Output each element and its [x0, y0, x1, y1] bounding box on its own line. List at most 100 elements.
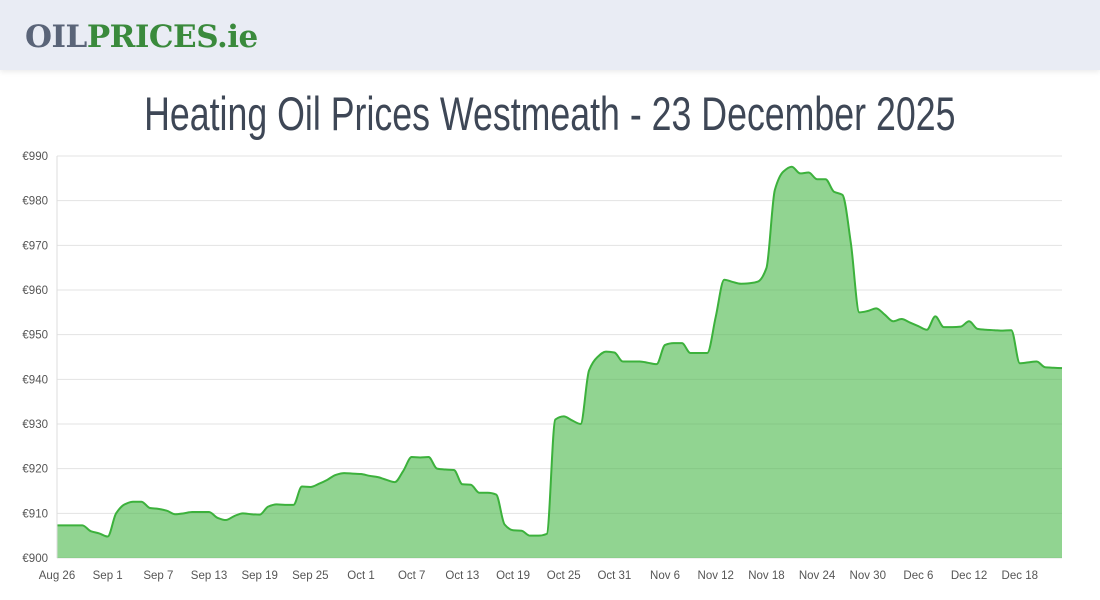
data-point[interactable] [940, 323, 948, 331]
data-point[interactable] [720, 276, 728, 284]
data-point[interactable] [822, 175, 830, 183]
data-point[interactable] [230, 512, 238, 520]
data-point[interactable] [889, 317, 897, 325]
data-point[interactable] [416, 454, 424, 462]
data-point[interactable] [1050, 364, 1058, 372]
data-point[interactable] [61, 521, 69, 529]
data-point[interactable] [129, 498, 137, 506]
data-point[interactable] [534, 532, 542, 540]
data-point[interactable] [585, 366, 593, 374]
data-point[interactable] [948, 323, 956, 331]
data-point[interactable] [256, 511, 264, 519]
data-point[interactable] [999, 327, 1007, 335]
data-point[interactable] [298, 483, 306, 491]
data-point[interactable] [146, 504, 154, 512]
data-point[interactable] [95, 529, 103, 537]
data-point[interactable] [1007, 326, 1015, 334]
data-point[interactable] [830, 188, 838, 196]
data-point[interactable] [382, 476, 390, 484]
data-point[interactable] [712, 313, 720, 321]
data-point[interactable] [104, 533, 112, 541]
data-point[interactable] [838, 191, 846, 199]
data-point[interactable] [813, 175, 821, 183]
data-point[interactable] [323, 476, 331, 484]
data-point[interactable] [855, 308, 863, 316]
data-point[interactable] [1024, 358, 1032, 366]
data-point[interactable] [425, 453, 433, 461]
data-point[interactable] [872, 304, 880, 312]
data-point[interactable] [349, 470, 357, 478]
data-point[interactable] [602, 348, 610, 356]
data-point[interactable] [526, 532, 534, 540]
data-point[interactable] [154, 505, 162, 513]
data-point[interactable] [475, 489, 483, 497]
data-point[interactable] [610, 349, 618, 357]
data-point[interactable] [746, 279, 754, 287]
data-point[interactable] [467, 481, 475, 489]
data-point[interactable] [644, 359, 652, 367]
data-point[interactable] [881, 311, 889, 319]
data-point[interactable] [1033, 357, 1041, 365]
data-point[interactable] [205, 508, 213, 516]
data-point[interactable] [754, 278, 762, 286]
data-point[interactable] [213, 514, 221, 522]
data-point[interactable] [222, 516, 230, 524]
data-point[interactable] [315, 480, 323, 488]
data-point[interactable] [1058, 364, 1066, 372]
data-point[interactable] [408, 453, 416, 461]
data-point[interactable] [391, 478, 399, 486]
data-point[interactable] [484, 489, 492, 497]
data-point[interactable] [365, 472, 373, 480]
data-point[interactable] [289, 501, 297, 509]
data-point[interactable] [906, 319, 914, 327]
data-point[interactable] [171, 510, 179, 518]
data-point[interactable] [847, 239, 855, 247]
data-point[interactable] [441, 466, 449, 474]
data-point[interactable] [560, 412, 568, 420]
site-logo[interactable]: OILPRICES.ie [25, 15, 258, 59]
data-point[interactable] [188, 508, 196, 516]
data-point[interactable] [898, 315, 906, 323]
data-point[interactable] [568, 416, 576, 424]
data-point[interactable] [501, 521, 509, 529]
data-point[interactable] [87, 527, 95, 535]
data-point[interactable] [788, 163, 796, 171]
data-point[interactable] [796, 169, 804, 177]
data-point[interactable] [180, 509, 188, 517]
data-point[interactable] [729, 278, 737, 286]
data-point[interactable] [551, 416, 559, 424]
data-point[interactable] [982, 326, 990, 334]
data-point[interactable] [864, 307, 872, 315]
data-point[interactable] [273, 500, 281, 508]
data-point[interactable] [779, 168, 787, 176]
data-point[interactable] [239, 509, 247, 517]
data-point[interactable] [70, 521, 78, 529]
data-point[interactable] [112, 509, 120, 517]
data-point[interactable] [661, 341, 669, 349]
data-point[interactable] [517, 527, 525, 535]
data-point[interactable] [121, 500, 129, 508]
data-point[interactable] [247, 510, 255, 518]
data-point[interactable] [914, 322, 922, 330]
data-point[interactable] [990, 326, 998, 334]
data-point[interactable] [543, 530, 551, 538]
data-point[interactable] [653, 360, 661, 368]
data-point[interactable] [678, 339, 686, 347]
data-point[interactable] [771, 186, 779, 194]
data-point[interactable] [957, 323, 965, 331]
data-point[interactable] [686, 349, 694, 357]
data-point[interactable] [594, 353, 602, 361]
data-point[interactable] [163, 507, 171, 515]
data-point[interactable] [197, 508, 205, 516]
data-point[interactable] [974, 325, 982, 333]
data-point[interactable] [703, 349, 711, 357]
data-point[interactable] [965, 317, 973, 325]
data-point[interactable] [636, 357, 644, 365]
data-point[interactable] [695, 349, 703, 357]
data-point[interactable] [1016, 359, 1024, 367]
data-point[interactable] [450, 466, 458, 474]
data-point[interactable] [399, 467, 407, 475]
data-point[interactable] [492, 491, 500, 499]
data-point[interactable] [931, 312, 939, 320]
data-point[interactable] [357, 470, 365, 478]
